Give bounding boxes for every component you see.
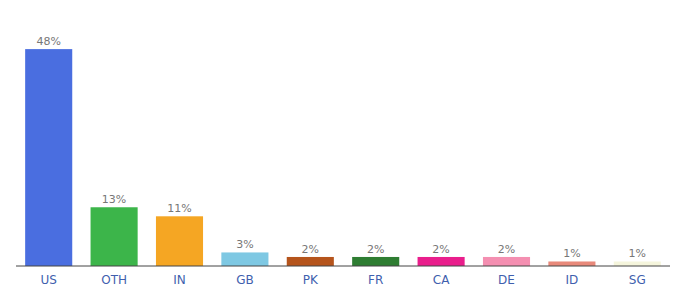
bar [91,207,138,266]
x-tick-label: GB [236,273,254,287]
bar [287,257,334,266]
x-tick-label: OTH [101,273,127,287]
data-labels: 48% 13% 11% 3% 2% 2% 2% 2% 1% 1% [36,35,646,260]
bar [418,257,465,266]
x-tick-label: IN [173,273,186,287]
bar [156,216,203,266]
bar [614,261,661,266]
chart-container: 48% 13% 11% 3% 2% 2% 2% 2% 1% 1% US OTH IN GB PK FR CA DE… [0,0,680,300]
x-tick-label: SG [629,273,646,287]
data-label: 2% [498,243,515,256]
bar [25,49,72,266]
bar [221,252,268,266]
bars [25,49,661,266]
data-label: 13% [102,193,126,206]
x-tick-label: CA [433,273,450,287]
chart: 48% 13% 11% 3% 2% 2% 2% 2% 1% 1% US OTH IN GB PK FR CA DE… [0,0,680,300]
x-axis [16,266,670,267]
data-label: 2% [432,243,449,256]
x-tick-label: US [40,273,56,287]
data-label: 2% [302,243,319,256]
x-tick-label: PK [303,273,319,287]
x-tick-label: DE [498,273,515,287]
bar [483,257,530,266]
data-label: 48% [36,35,60,48]
x-tick-label: ID [566,273,579,287]
data-label: 11% [167,202,191,215]
x-tick-label: FR [368,273,383,287]
bar [352,257,399,266]
data-label: 2% [367,243,384,256]
data-label: 3% [236,238,253,251]
data-label: 1% [629,247,646,260]
bar [548,261,595,266]
data-label: 1% [563,247,580,260]
x-tick-labels: US OTH IN GB PK FR CA DE ID SG [40,273,645,287]
